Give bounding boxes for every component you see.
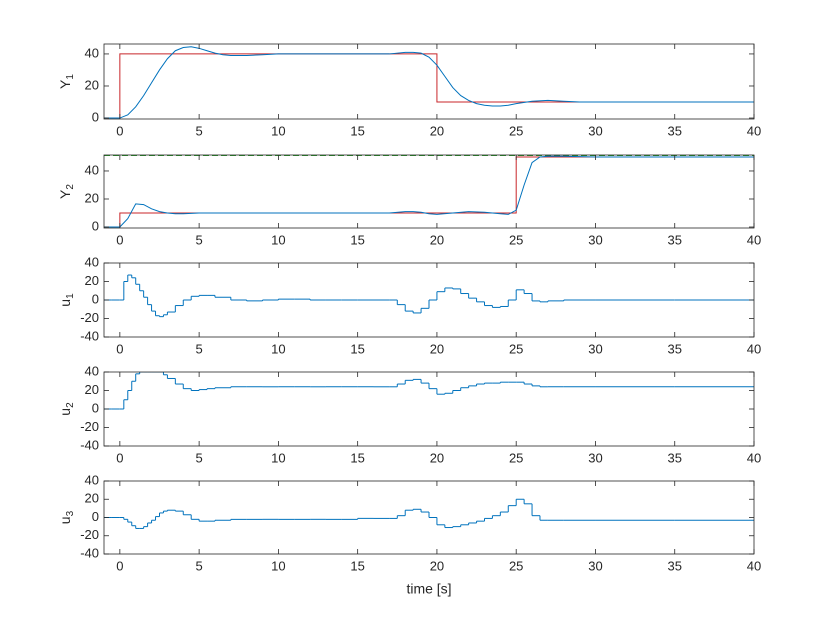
x-tick-label: 10 bbox=[271, 341, 285, 356]
x-tick-label: 20 bbox=[430, 232, 444, 247]
x-tick-label: 5 bbox=[196, 558, 203, 573]
x-tick-label: 15 bbox=[350, 558, 364, 573]
y-tick-label: 0 bbox=[92, 400, 99, 415]
x-tick-label: 30 bbox=[588, 341, 602, 356]
plot-lines bbox=[104, 46, 754, 119]
y-tick-label: -20 bbox=[80, 310, 99, 325]
y-label: u3 bbox=[57, 510, 76, 524]
plot-area bbox=[104, 155, 754, 228]
x-tick-label: 35 bbox=[667, 341, 681, 356]
y-tick-label: 20 bbox=[85, 77, 99, 92]
axes-box bbox=[103, 43, 755, 120]
plot-lines bbox=[104, 274, 754, 318]
y-label: Y1 bbox=[57, 74, 76, 89]
y-tick-label: 20 bbox=[85, 382, 99, 397]
y-label-sub: 1 bbox=[65, 74, 76, 80]
x-tick-label: 40 bbox=[747, 123, 761, 138]
y-tick-label: 0 bbox=[92, 109, 99, 124]
y-tick-label: 0 bbox=[92, 291, 99, 306]
x-tick-label: 35 bbox=[667, 450, 681, 465]
y-tick-label: -40 bbox=[80, 437, 99, 452]
x-tick-label: 5 bbox=[196, 450, 203, 465]
x-tick-label: 10 bbox=[271, 450, 285, 465]
x-tick-label: 0 bbox=[116, 341, 123, 356]
y-tick-label: -40 bbox=[80, 545, 99, 560]
x-tick-label: 40 bbox=[747, 558, 761, 573]
y-label-main: u bbox=[57, 408, 73, 416]
x-tick-label: 40 bbox=[747, 232, 761, 247]
x-tick-label: 5 bbox=[196, 341, 203, 356]
y-tick-label: 40 bbox=[85, 472, 99, 487]
x-tick-label: 10 bbox=[271, 123, 285, 138]
x-tick-label: 25 bbox=[509, 558, 523, 573]
series-line bbox=[104, 46, 754, 119]
plot-lines bbox=[104, 498, 754, 529]
x-tick-label: 25 bbox=[509, 232, 523, 247]
x-tick-label: 15 bbox=[350, 450, 364, 465]
y-label-main: u bbox=[57, 516, 73, 524]
y-tick-label: -20 bbox=[80, 527, 99, 542]
y-tick-label: 20 bbox=[85, 491, 99, 506]
series-line bbox=[104, 155, 754, 228]
x-tick-label: 10 bbox=[271, 558, 285, 573]
x-tick-label: 15 bbox=[350, 232, 364, 247]
x-tick-label: 20 bbox=[430, 450, 444, 465]
y-label: u2 bbox=[57, 402, 76, 416]
y-label-sub: 3 bbox=[65, 510, 76, 516]
y-tick-label: 40 bbox=[85, 45, 99, 60]
y-label-main: u bbox=[57, 299, 73, 307]
y-tick-label: -40 bbox=[80, 328, 99, 343]
y-label-main: Y bbox=[57, 189, 73, 199]
x-tick-label: 30 bbox=[588, 123, 602, 138]
y-tick-label: 20 bbox=[85, 273, 99, 288]
plot-lines bbox=[104, 155, 754, 228]
x-tick-label: 20 bbox=[430, 558, 444, 573]
y-label-sub: 2 bbox=[65, 402, 76, 408]
y-tick-label: 0 bbox=[92, 218, 99, 233]
x-tick-label: 10 bbox=[271, 232, 285, 247]
y-label-sub: 2 bbox=[65, 184, 76, 190]
x-tick-label: 15 bbox=[350, 123, 364, 138]
y-tick-label: 0 bbox=[92, 509, 99, 524]
x-tick-label: 5 bbox=[196, 123, 203, 138]
x-tick-label: 15 bbox=[350, 341, 364, 356]
x-tick-label: 0 bbox=[116, 558, 123, 573]
x-tick-label: 20 bbox=[430, 341, 444, 356]
y-label: u1 bbox=[57, 293, 76, 307]
x-tick-label: 0 bbox=[116, 123, 123, 138]
x-tick-label: 0 bbox=[116, 450, 123, 465]
x-tick-label: 20 bbox=[430, 123, 444, 138]
x-tick-label: 35 bbox=[667, 123, 681, 138]
x-tick-label: 35 bbox=[667, 558, 681, 573]
x-tick-label: 25 bbox=[509, 450, 523, 465]
x-tick-label: 25 bbox=[509, 123, 523, 138]
x-tick-label: 5 bbox=[196, 232, 203, 247]
x-label: time [s] bbox=[406, 581, 451, 597]
x-tick-label: 30 bbox=[588, 558, 602, 573]
axes-box bbox=[103, 154, 755, 229]
y-tick-label: -20 bbox=[80, 419, 99, 434]
plot-area bbox=[104, 44, 754, 119]
y-tick-label: 40 bbox=[85, 363, 99, 378]
y-label-main: Y bbox=[57, 79, 73, 89]
x-tick-label: 30 bbox=[588, 450, 602, 465]
y-tick-label: 40 bbox=[85, 254, 99, 269]
x-tick-label: 35 bbox=[667, 232, 681, 247]
x-tick-label: 25 bbox=[509, 341, 523, 356]
x-tick-label: 40 bbox=[747, 450, 761, 465]
x-tick-label: 30 bbox=[588, 232, 602, 247]
plot-lines bbox=[104, 372, 754, 410]
x-tick-label: 40 bbox=[747, 341, 761, 356]
y-label: Y2 bbox=[57, 184, 76, 199]
y-tick-label: 20 bbox=[85, 190, 99, 205]
y-tick-label: 40 bbox=[85, 162, 99, 177]
x-tick-label: 0 bbox=[116, 232, 123, 247]
y-label-sub: 1 bbox=[65, 293, 76, 299]
